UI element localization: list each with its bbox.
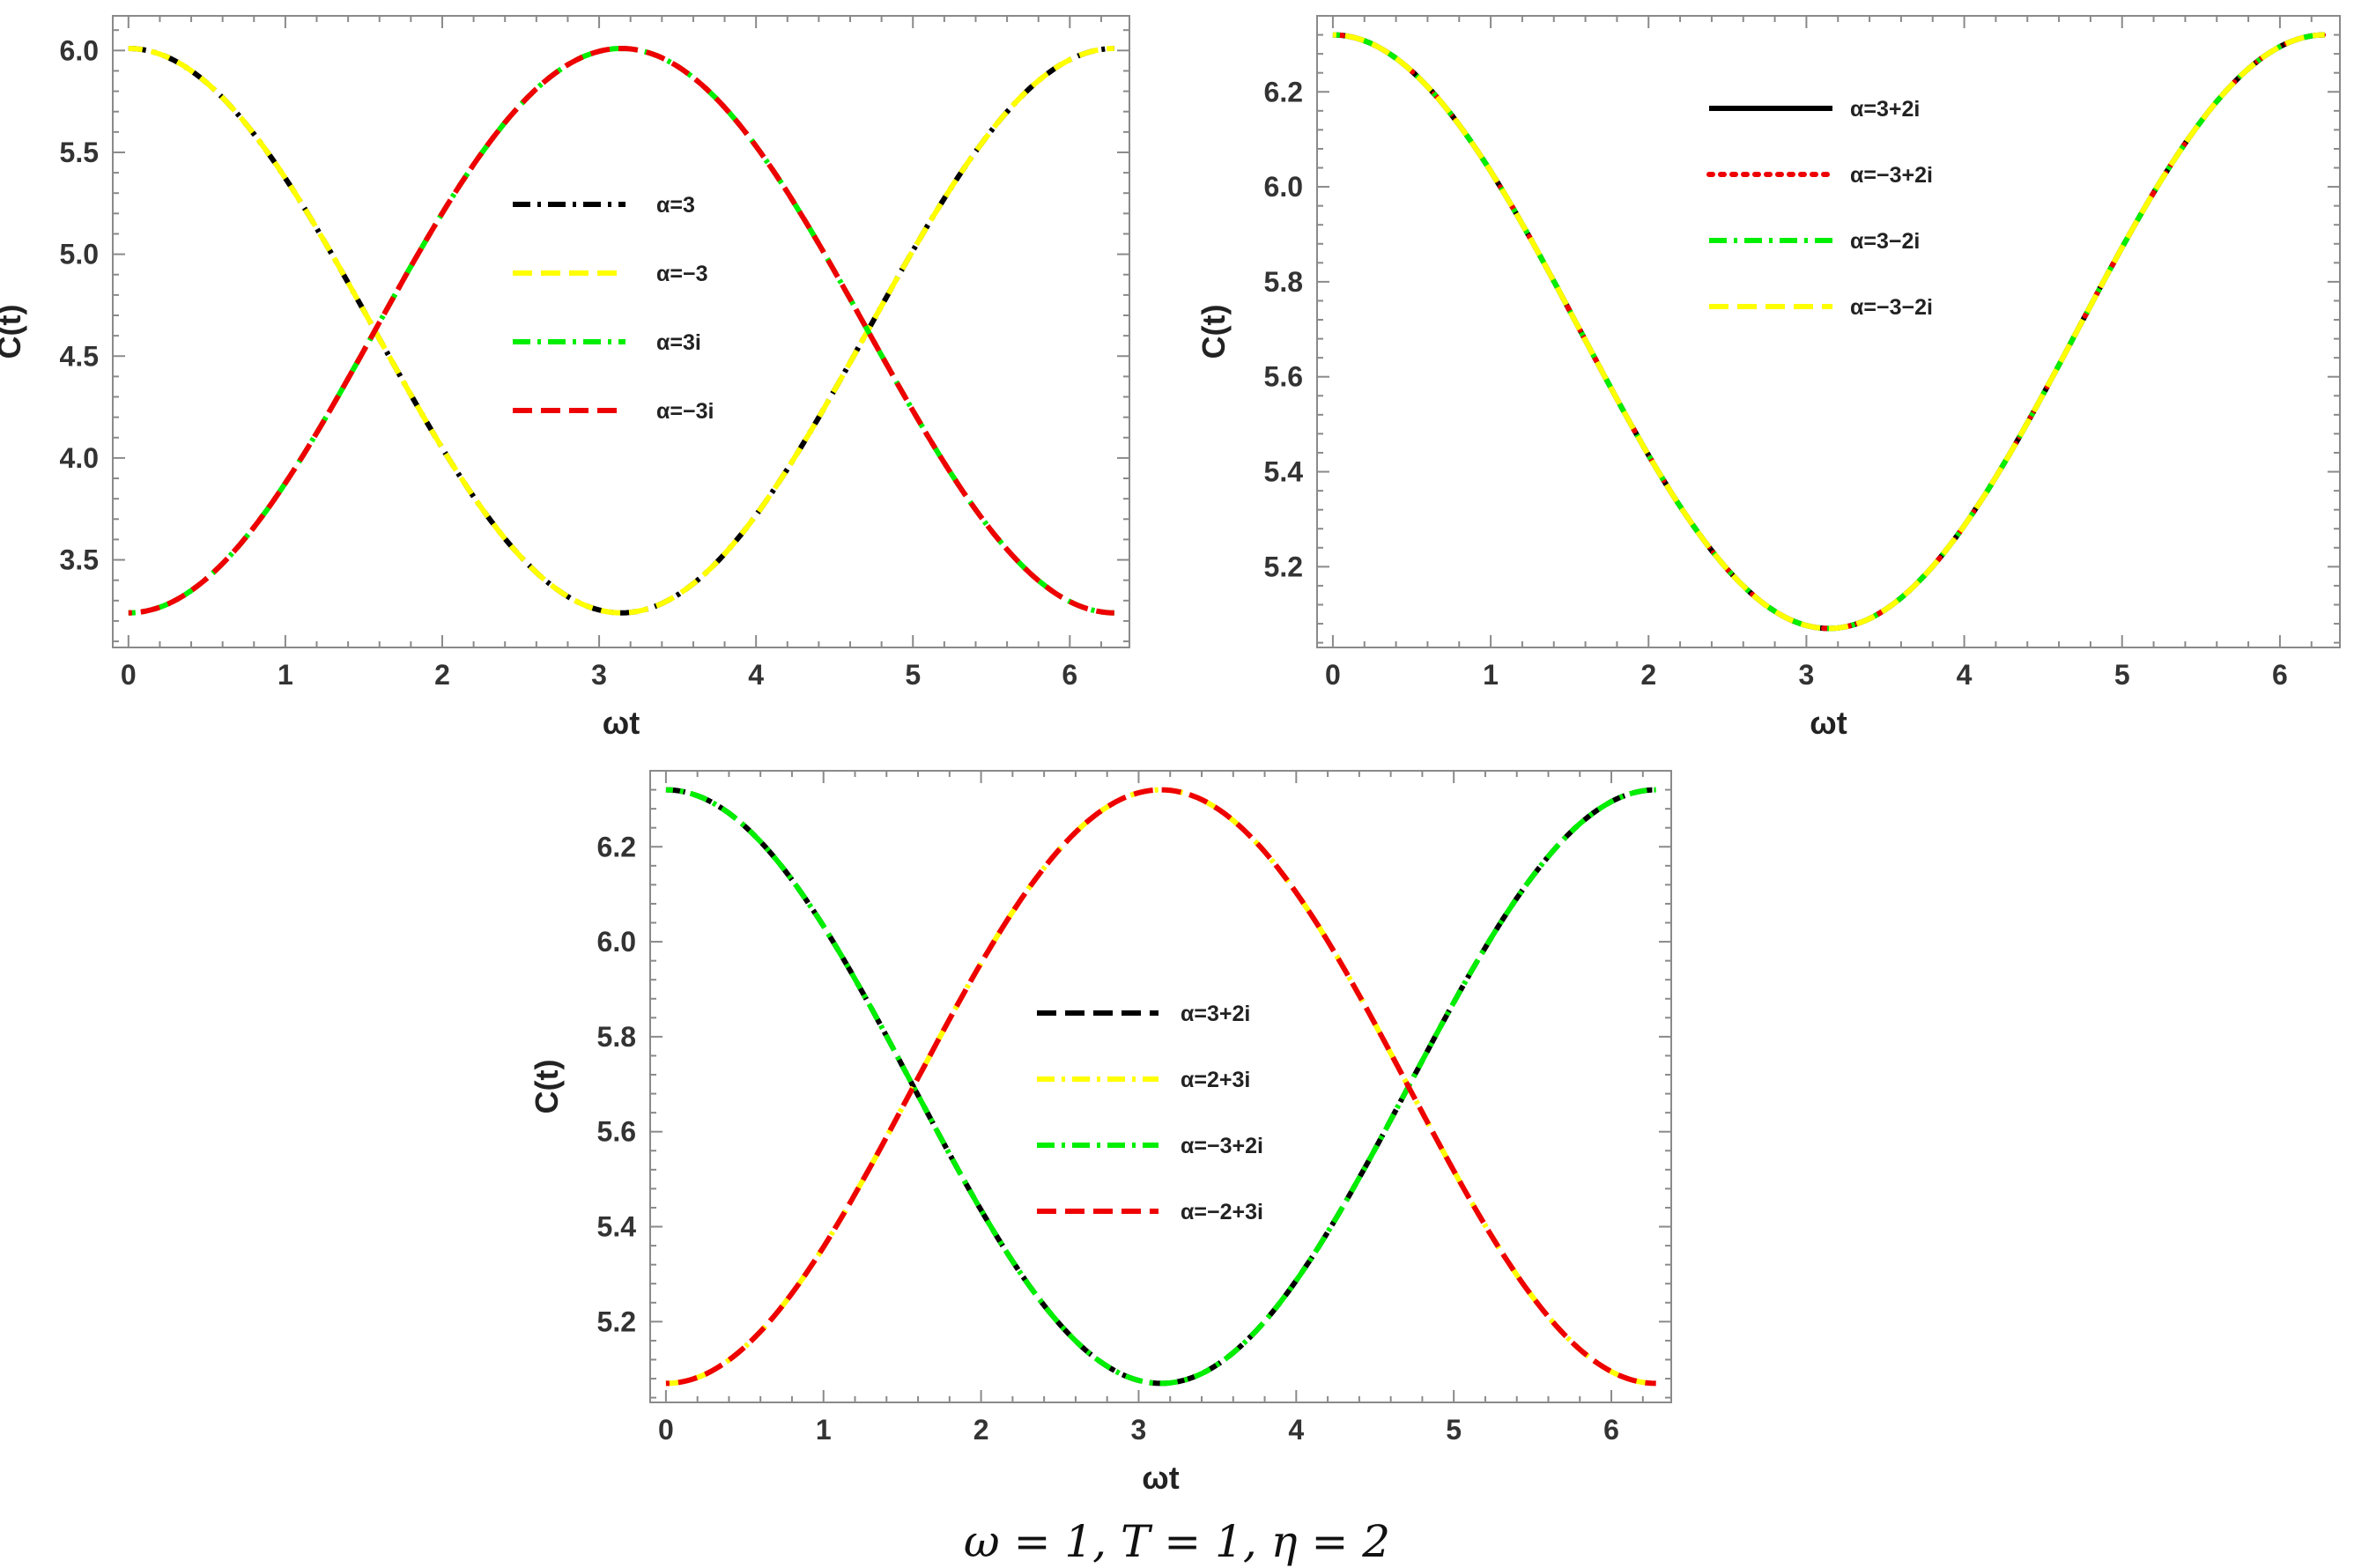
x-axis-label: ωt <box>1810 705 1847 741</box>
y-tick-label: 5.2 <box>1264 551 1303 582</box>
y-tick-label: 5.8 <box>597 1021 636 1053</box>
x-axis-label: ωt <box>1142 1460 1179 1496</box>
y-axis-label: C(t) <box>529 1060 565 1114</box>
y-tick-label: 5.4 <box>597 1211 637 1243</box>
x-axis-label: ωt <box>603 705 640 741</box>
y-tick-label: 5.8 <box>1264 266 1303 298</box>
y-tick-label: 5.0 <box>60 239 99 270</box>
x-tick-label: 1 <box>1483 659 1499 691</box>
x-tick-label: 0 <box>121 659 137 691</box>
x-tick-label: 6 <box>2272 659 2288 691</box>
legend-label: α=3 <box>656 193 695 218</box>
plot-frame <box>649 770 1672 1403</box>
series-line <box>665 787 1656 1387</box>
x-tick-label: 0 <box>658 1414 674 1446</box>
x-tick-label: 4 <box>748 659 764 691</box>
y-tick-label: 5.5 <box>60 137 99 168</box>
legend: α=3+2i α=2+3i α=−3+2i α=−2+3i <box>1037 1002 1263 1224</box>
y-tick-label: 4.5 <box>60 340 99 372</box>
y-tick-label: 6.0 <box>1264 171 1303 203</box>
x-tick-label: 2 <box>1640 659 1656 691</box>
x-tick-label: 1 <box>816 1414 832 1446</box>
series-line <box>1332 32 2325 632</box>
series-line <box>128 46 1114 616</box>
x-tick-label: 3 <box>1799 659 1815 691</box>
x-tick-label: 2 <box>973 1414 989 1446</box>
series-line <box>128 45 1114 616</box>
x-tick-label: 3 <box>1131 1414 1147 1446</box>
y-tick-label: 5.4 <box>1264 456 1304 488</box>
x-tick-label: 5 <box>2114 659 2130 691</box>
x-tick-label: 5 <box>1446 1414 1462 1446</box>
legend: α=3+2i α=−3+2i α=3−2i α=−3−2i <box>1706 97 1933 320</box>
y-tick-label: 6.0 <box>597 926 636 958</box>
legend-label: α=−3 <box>656 262 707 286</box>
y-axis-label: C(t) <box>0 305 27 359</box>
x-tick-label: 4 <box>1957 659 1973 691</box>
y-tick-label: 6.0 <box>60 34 99 66</box>
y-tick-label: 5.2 <box>597 1305 636 1337</box>
x-tick-label: 0 <box>1325 659 1341 691</box>
legend-label: α=2+3i <box>1181 1068 1250 1092</box>
plot-frame <box>112 15 1130 648</box>
legend-label: α=3i <box>656 330 701 355</box>
x-tick-label: 5 <box>905 659 921 691</box>
x-tick-label: 4 <box>1288 1414 1304 1446</box>
y-tick-label: 5.6 <box>1264 361 1303 393</box>
figure-caption: ω = 1, T = 1, η = 2 <box>964 1516 1390 1567</box>
x-tick-label: 3 <box>591 659 607 691</box>
y-axis-label: C(t) <box>1196 305 1232 359</box>
legend-label: α=3+2i <box>1850 97 1920 122</box>
x-tick-label: 6 <box>1603 1414 1619 1446</box>
panel-top-right: 0 1 2 3 4 5 6 5.2 5.4 5.6 5.8 6.0 6.2 ωt C(t) α=3+2i α=−… <box>1196 15 2341 741</box>
legend-label: α=−3+2i <box>1181 1134 1263 1158</box>
legend: α=3 α=−3 α=3i α=−3i <box>513 193 714 424</box>
y-tick-label: 6.2 <box>597 831 636 862</box>
y-tick-label: 6.2 <box>1264 76 1303 107</box>
legend-label: α=−3+2i <box>1850 163 1933 188</box>
legend-label: α=−2+3i <box>1181 1200 1263 1224</box>
x-tick-label: 1 <box>278 659 293 691</box>
x-tick-label: 2 <box>434 659 450 691</box>
plot-frame <box>1316 15 2341 648</box>
panel-top-left: 0 1 2 3 4 5 63.54.04.55.05.56.0ωtC(t)α=3α=−3α=… <box>0 15 1130 741</box>
series-line <box>665 787 1656 1387</box>
legend-label: α=−3i <box>656 399 714 424</box>
legend-label: α=−3−2i <box>1850 295 1933 320</box>
legend-label: α=3−2i <box>1850 229 1920 254</box>
x-tick-label: 6 <box>1062 659 1077 691</box>
y-tick-label: 4.0 <box>60 442 99 474</box>
legend-label: α=3+2i <box>1181 1002 1250 1026</box>
y-tick-label: 5.6 <box>597 1116 636 1148</box>
y-tick-label: 3.5 <box>60 544 99 576</box>
panel-bottom: 0 1 2 3 4 5 6 5.2 5.4 5.6 5.8 6.0 6.2 ωt C(t) α=3+2i α=2… <box>529 770 1672 1496</box>
